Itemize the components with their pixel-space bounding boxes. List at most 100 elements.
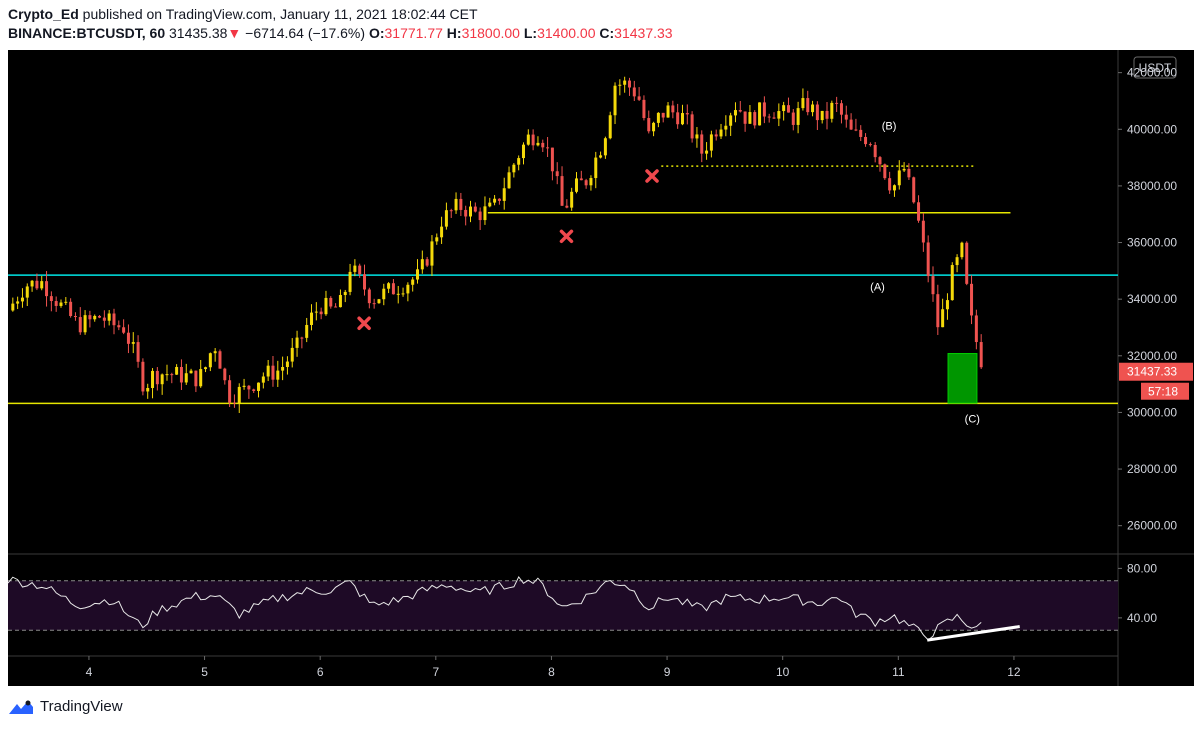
- candle-body: [131, 342, 135, 344]
- high-label: H:: [446, 25, 462, 41]
- candle-body: [970, 283, 974, 316]
- candle-body: [160, 374, 164, 385]
- candle-body: [343, 291, 347, 296]
- candle-body: [762, 102, 766, 117]
- candle-body: [888, 178, 892, 191]
- candle-body: [40, 281, 44, 289]
- price-tick-label: 40000.00: [1127, 122, 1177, 136]
- candle-body: [372, 303, 376, 305]
- candle-body: [743, 111, 747, 124]
- footer-brand: TradingView: [40, 698, 123, 715]
- time-tick-label: 11: [892, 665, 905, 679]
- candle-body: [126, 332, 130, 344]
- last-price-label: 31437.33: [1127, 365, 1177, 379]
- rsi-divergence-line: [927, 625, 1020, 642]
- candle-body: [594, 157, 598, 179]
- author-name[interactable]: Crypto_Ed: [8, 6, 79, 22]
- candle-body: [469, 206, 472, 217]
- candle-body: [950, 265, 954, 301]
- open-label: O:: [368, 25, 385, 41]
- candle-body: [835, 102, 839, 104]
- candle-body: [401, 293, 405, 295]
- candle-body: [758, 102, 762, 126]
- candle-body: [444, 210, 448, 227]
- candle-body: [88, 315, 92, 320]
- candle-body: [777, 111, 781, 119]
- price-tick-label: 30000.00: [1127, 405, 1177, 419]
- price-tick-label: 38000.00: [1127, 179, 1177, 193]
- candle-body: [955, 257, 959, 266]
- time-tick-label: 9: [664, 665, 671, 679]
- candle-body: [367, 289, 371, 304]
- candle-body: [228, 380, 232, 403]
- candle-body: [406, 284, 410, 294]
- candle-body: [449, 210, 453, 212]
- rsi-tick-label: 80.00: [1127, 561, 1157, 575]
- candle-body: [979, 342, 983, 368]
- candle-body: [319, 311, 323, 315]
- candle-body: [146, 388, 150, 392]
- time-tick-label: 7: [432, 665, 439, 679]
- candle-body: [579, 178, 583, 181]
- candle-body: [285, 361, 289, 368]
- candle-body: [425, 259, 429, 266]
- cross-marker-icon: [357, 316, 371, 330]
- candle-body: [753, 112, 757, 126]
- candle-body: [652, 122, 656, 132]
- candle-body: [242, 385, 246, 387]
- candle-body: [642, 99, 646, 119]
- published-text: published on TradingView.com, January 11…: [78, 6, 478, 22]
- candle-body: [767, 116, 771, 118]
- candle-body: [30, 280, 34, 287]
- candle-body: [493, 198, 497, 203]
- candle-body: [632, 87, 636, 97]
- last-price-badges: 31437.33 57:18: [1119, 362, 1193, 400]
- candle-body: [647, 118, 651, 132]
- candle-body: [724, 125, 728, 130]
- candle-body: [618, 84, 622, 86]
- currency-badge[interactable]: [1133, 56, 1177, 79]
- candle-body: [45, 281, 49, 297]
- candle-body: [334, 306, 338, 308]
- price-tick-label: 34000.00: [1127, 292, 1177, 306]
- candle-body: [917, 202, 921, 221]
- candle-body: [363, 274, 367, 290]
- candle-body: [791, 112, 795, 125]
- candle-body: [531, 134, 535, 146]
- candle-body: [801, 98, 805, 109]
- candle-body: [261, 376, 265, 383]
- candle-body: [435, 237, 439, 242]
- candle-body: [627, 80, 631, 88]
- candle-body: [772, 117, 776, 119]
- candle-body: [281, 367, 285, 371]
- candle-body: [960, 242, 964, 258]
- candle-body: [868, 144, 872, 146]
- candle-body: [165, 374, 169, 376]
- close-value: 31437.33: [614, 25, 673, 41]
- candle-body: [310, 312, 314, 325]
- down-arrow-icon: ▼: [227, 25, 242, 41]
- candle-body: [676, 112, 680, 125]
- candle-body: [526, 134, 530, 145]
- candle-body: [878, 157, 882, 165]
- candle-body: [416, 269, 420, 280]
- candle-body: [912, 177, 916, 203]
- candle-body: [521, 144, 525, 159]
- candle-body: [232, 402, 236, 404]
- candle-body: [719, 129, 723, 137]
- tradingview-footer[interactable]: TradingView: [8, 698, 123, 715]
- candle-body: [497, 198, 501, 201]
- rsi-series-line: [7, 576, 982, 641]
- price-tick-label: 36000.00: [1127, 236, 1177, 250]
- candle-body: [700, 134, 704, 154]
- candle-body: [796, 108, 800, 125]
- cross-marker-icon: [645, 169, 659, 183]
- candle-body: [729, 115, 733, 126]
- candle-body: [25, 286, 29, 298]
- candle-body: [786, 105, 790, 113]
- candle-body: [478, 211, 482, 221]
- candle-body: [107, 313, 111, 321]
- candle-body: [902, 168, 906, 171]
- candle-body: [815, 104, 819, 121]
